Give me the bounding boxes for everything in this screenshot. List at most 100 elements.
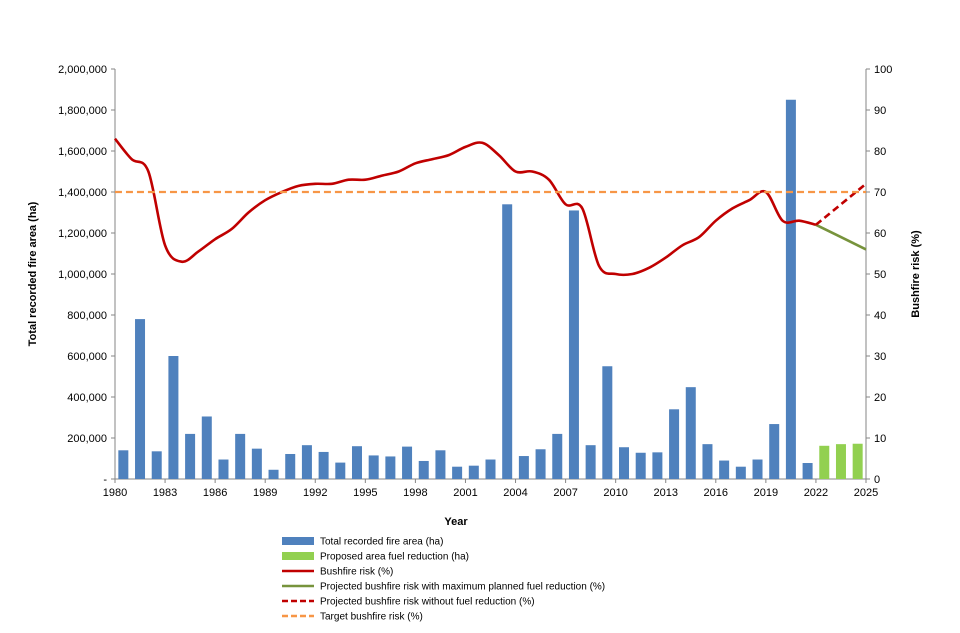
projected-risk-with-reduction-line <box>815 223 867 251</box>
fire-area-bar <box>435 450 446 479</box>
y-right-tick-label: 0 <box>874 474 880 486</box>
fire-area-bar <box>218 459 229 479</box>
x-tick-label: 2019 <box>754 487 778 499</box>
x-tick-label: 1995 <box>353 487 377 499</box>
y-right-tick-label: 30 <box>874 351 886 363</box>
fuel-reduction-bar <box>819 445 830 479</box>
y-left-axis-title: Total recorded fire area (ha) <box>27 201 39 346</box>
x-tick-label: 2007 <box>553 487 577 499</box>
legend-entry: Bushfire risk (%) <box>282 567 393 578</box>
x-tick-label: 2022 <box>804 487 828 499</box>
y-left-tick-label: 1,000,000 <box>58 269 107 281</box>
x-tick-label: 2010 <box>603 487 627 499</box>
fire-area-bar <box>619 447 630 479</box>
fire-area-bar <box>201 416 212 479</box>
fire-area-bar <box>585 445 596 479</box>
legend-label: Target bushfire risk (%) <box>320 612 423 623</box>
fire-area-bar <box>685 387 696 479</box>
y-left-tick-label: - <box>103 474 107 486</box>
y-right-tick-label: 10 <box>874 433 886 445</box>
fire-area-bar <box>769 424 780 479</box>
fire-area-bar <box>485 459 496 479</box>
fire-area-bar <box>151 451 162 479</box>
fire-area-bar <box>652 452 663 479</box>
fire-area-bar <box>301 445 312 479</box>
fire-area-bar <box>535 449 546 479</box>
fire-area-bar <box>552 433 563 479</box>
fire-area-bar <box>318 451 329 479</box>
y-right-tick-label: 20 <box>874 392 886 404</box>
x-tick-label: 2001 <box>453 487 477 499</box>
y-left-tick-label: 200,000 <box>67 433 107 445</box>
x-tick-label: 1983 <box>153 487 177 499</box>
fire-area-bar <box>385 456 396 479</box>
fire-area-bar <box>135 319 146 479</box>
fire-area-bar <box>635 452 646 479</box>
bushfire-risk-line <box>113 137 817 277</box>
x-tick-label: 1980 <box>103 487 127 499</box>
fuel-reduction-bar <box>835 444 846 479</box>
fire-area-bar <box>268 469 279 479</box>
fire-area-bar <box>285 453 296 479</box>
y-right-tick-label: 40 <box>874 310 886 322</box>
y-right-tick-label: 70 <box>874 187 886 199</box>
fire-area-bar <box>251 448 262 479</box>
legend-swatch <box>282 552 314 560</box>
legend-entry: Projected bushfire risk without fuel red… <box>282 597 535 608</box>
fire-area-bar <box>185 433 196 479</box>
legend: Total recorded fire area (ha) Proposed ar… <box>282 537 605 623</box>
y-left-tick-label: 600,000 <box>67 351 107 363</box>
y-left-tick-label: 1,600,000 <box>58 146 107 158</box>
fire-area-bar <box>518 456 529 479</box>
fire-area-bar <box>568 210 579 479</box>
x-tick-label: 1986 <box>203 487 227 499</box>
x-tick-label: 1989 <box>253 487 277 499</box>
fire-area-bar <box>752 459 763 479</box>
fire-area-bar <box>368 455 379 479</box>
fuel-reduction-bar <box>852 443 863 479</box>
fire-area-bar <box>402 446 413 479</box>
fire-area-bar <box>502 204 513 480</box>
x-axis-title: Year <box>444 516 468 528</box>
y-right-tick-label: 50 <box>874 269 886 281</box>
legend-label: Projected bushfire risk without fuel red… <box>320 597 535 608</box>
y-right-axis-title: Bushfire risk (%) <box>910 230 922 318</box>
fire-area-bar <box>418 460 429 479</box>
fire-area-bar <box>602 366 613 479</box>
fire-area-bar <box>351 446 362 479</box>
y-left-tick-label: 1,200,000 <box>58 228 107 240</box>
legend-entry: Target bushfire risk (%) <box>282 612 423 623</box>
y-right-tick-label: 60 <box>874 228 886 240</box>
legend-swatch <box>282 537 314 545</box>
x-tick-label: 2016 <box>704 487 728 499</box>
fire-area-bar <box>468 465 479 479</box>
fire-area-bar <box>235 433 246 479</box>
projected-risk-without-reduction-line <box>815 182 867 226</box>
fire-area-bar <box>735 466 746 479</box>
y-right-tick-label: 90 <box>874 105 886 117</box>
legend-entry: Proposed area fuel reduction (ha) <box>282 552 469 563</box>
fire-area-bar <box>802 463 813 479</box>
fire-area-bar <box>669 409 680 479</box>
legend-entry: Total recorded fire area (ha) <box>282 537 443 548</box>
x-tick-label: 2013 <box>653 487 677 499</box>
fire-area-bar <box>719 460 730 479</box>
fire-area-bar <box>702 444 713 479</box>
legend-label: Proposed area fuel reduction (ha) <box>320 552 469 563</box>
x-tick-label: 1998 <box>403 487 427 499</box>
legend-entry: Projected bushfire risk with maximum pla… <box>282 582 605 593</box>
legend-label: Bushfire risk (%) <box>320 567 393 578</box>
y-right-tick-label: 80 <box>874 146 886 158</box>
fire-area-bar <box>168 356 179 479</box>
legend-label: Total recorded fire area (ha) <box>320 537 443 548</box>
y-right-tick-label: 100 <box>874 64 892 76</box>
x-tick-label: 1992 <box>303 487 327 499</box>
y-left-tick-label: 800,000 <box>67 310 107 322</box>
y-left-tick-label: 400,000 <box>67 392 107 404</box>
fire-area-bar <box>452 466 463 479</box>
x-tick-label: 2025 <box>854 487 878 499</box>
y-left-tick-label: 1,800,000 <box>58 105 107 117</box>
fire-area-bar <box>118 450 129 479</box>
